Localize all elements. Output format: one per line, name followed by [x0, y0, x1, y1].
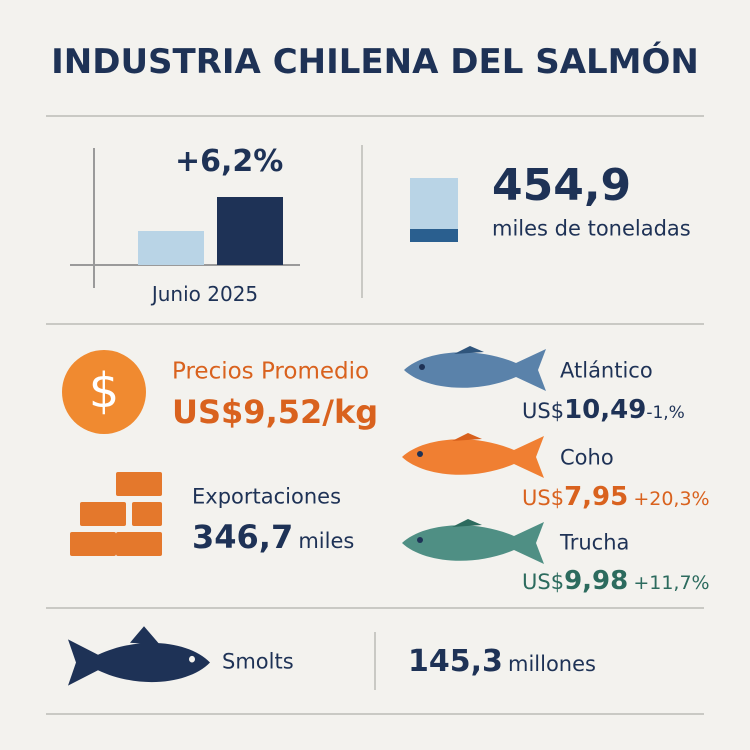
fish-atlantico — [404, 346, 546, 391]
smolts-figure: 145,3 millones — [408, 647, 596, 677]
fish-smolts — [68, 626, 210, 686]
change: -1,% — [646, 403, 685, 423]
smolts-unit: millones — [508, 652, 596, 676]
production-unit: miles de toneladas — [492, 216, 691, 241]
exports-unit: miles — [298, 529, 355, 553]
exports-label: Exportaciones — [192, 484, 342, 509]
price: 7,95 — [564, 482, 629, 512]
smolts-value: 145,3 — [408, 644, 503, 679]
prices-value: US$9,52/kg — [172, 393, 379, 431]
crates-icon — [70, 472, 162, 556]
fish-trucha — [402, 519, 544, 564]
mini-bar-icon — [70, 148, 300, 288]
growth-change: +6,2% — [175, 144, 284, 179]
species-price-row: US$10,49-1,% — [522, 397, 685, 423]
production-value: 454,9 — [492, 160, 632, 211]
price: 9,98 — [564, 566, 629, 596]
change: +11,7% — [633, 572, 710, 594]
species-name: Atlántico — [560, 358, 653, 383]
species-name: Trucha — [560, 530, 630, 555]
title: INDUSTRIA CHILENA DEL SALMÓN — [51, 42, 699, 82]
species-price-row: US$9,98 +11,7% — [522, 568, 710, 594]
price: 10,49 — [564, 395, 647, 425]
change: +20,3% — [633, 488, 710, 510]
dividers — [46, 115, 704, 715]
prices-label: Precios Promedio — [172, 358, 370, 385]
smolts-label: Smolts — [222, 649, 294, 674]
dollar-icon: $ — [62, 350, 146, 434]
growth-period: Junio 2025 — [151, 282, 259, 306]
exports-value: 346,7 — [192, 518, 294, 556]
currency: US$ — [522, 399, 565, 423]
species-price-row: US$7,95 +20,3% — [522, 484, 710, 510]
production-icon — [410, 178, 458, 242]
svg-text:$: $ — [89, 363, 120, 419]
currency: US$ — [522, 486, 565, 510]
species-name: Coho — [560, 445, 614, 470]
exports-figure: 346,7 miles — [192, 521, 354, 553]
currency: US$ — [522, 570, 565, 594]
fish-coho — [402, 433, 544, 478]
